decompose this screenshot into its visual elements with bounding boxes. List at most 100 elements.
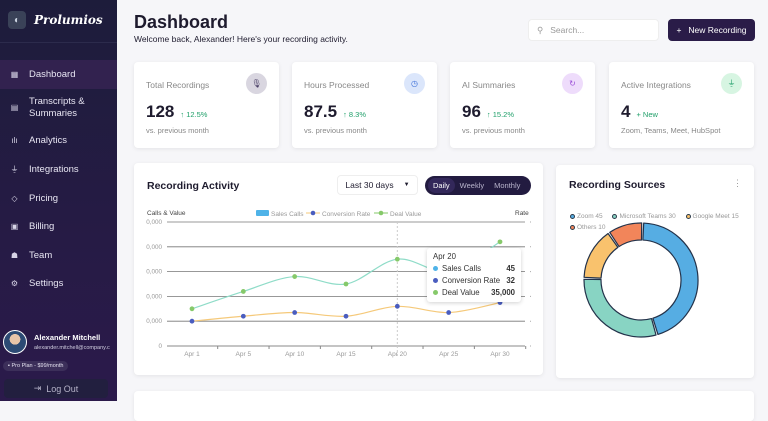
sidebar-item-transcripts[interactable]: ▤ Transcripts & Summaries: [0, 89, 117, 127]
tooltip-row-conversion-rate: Conversion Rate 32: [433, 276, 515, 285]
x-tick-label: Apr 5: [236, 351, 252, 358]
sidebar-nav: ▦ Dashboard ▤ Transcripts & Summaries ılı An…: [0, 60, 117, 298]
nav-label: Pricing: [29, 192, 59, 204]
legend-deal-value[interactable]: Deal Value: [390, 211, 422, 218]
plug-icon: ⏚: [721, 73, 742, 94]
data-point-deal-value[interactable]: [292, 274, 298, 279]
legend-teams[interactable]: Microsoft Teams 30: [612, 213, 679, 220]
new-recording-button[interactable]: + New Recording: [668, 19, 755, 41]
divider: [0, 42, 117, 43]
avatar: [3, 330, 27, 354]
sources-title: Recording Sources: [569, 179, 666, 191]
search-input[interactable]: ⚲ Search...: [528, 19, 659, 41]
stat-change: ↑ 12.5%: [180, 110, 208, 119]
stat-card-total-recordings: Total Recordings 🎙︎ 128 ↑ 12.5% vs. previ…: [134, 62, 279, 148]
legend-zoom[interactable]: Zoom 45: [570, 213, 607, 220]
logout-label: Log Out: [46, 383, 79, 394]
stat-sub: vs. previous month: [146, 126, 209, 135]
more-options-icon[interactable]: ⋮: [733, 178, 742, 188]
stat-label: Active Integrations: [621, 80, 691, 90]
tooltip-value: 45: [506, 264, 515, 273]
data-point-deal-value[interactable]: [497, 239, 503, 245]
nav-label: Settings: [29, 278, 64, 290]
search-icon: ⚲: [537, 24, 544, 35]
toggle-daily[interactable]: Daily: [428, 178, 455, 193]
stat-sub: vs. previous month: [462, 126, 525, 135]
dot-icon: [433, 278, 438, 283]
nav-label: Analytics: [29, 135, 68, 147]
stat-label: AI Summaries: [462, 80, 516, 90]
refresh-icon: ↻: [562, 73, 583, 94]
sidebar-item-integrations[interactable]: ⏚ Integrations: [0, 155, 117, 184]
x-tick-label: Apr 30: [490, 351, 510, 358]
sidebar-item-billing[interactable]: ▣ Billing: [0, 212, 117, 241]
toggle-weekly[interactable]: Weekly: [459, 181, 485, 190]
x-tick-label: Apr 25: [439, 351, 459, 358]
tooltip-row-sales-calls: Sales Calls 45: [433, 264, 515, 273]
microphone-icon: 🎙︎: [246, 73, 267, 94]
stat-value: 128 ↑ 12.5%: [146, 102, 207, 122]
brand-logo[interactable]: ◐ Prolumios: [8, 11, 103, 29]
data-point-deal-value[interactable]: [189, 306, 195, 312]
tooltip-label: Conversion Rate: [442, 276, 501, 285]
donut-slice-others[interactable]: [609, 222, 643, 248]
stat-number: 4: [621, 102, 631, 121]
data-point-deal-value[interactable]: [343, 281, 349, 287]
data-point-conversion-rate[interactable]: [343, 313, 349, 319]
new-recording-label: New Recording: [688, 25, 747, 35]
data-point-deal-value[interactable]: [394, 256, 400, 262]
tooltip-date: Apr 20: [433, 252, 456, 261]
legend-dot: [612, 214, 618, 219]
sources-donut-chart: [583, 222, 699, 338]
stat-card-ai-summaries: AI Summaries ↻ 96 ↑ 15.2% vs. previous mo…: [450, 62, 595, 148]
data-point-conversion-rate[interactable]: [240, 313, 246, 319]
date-range-select[interactable]: Last 30 days ▼: [337, 175, 418, 195]
stat-value: 87.5 ↑ 8.3%: [304, 102, 366, 122]
sidebar-item-dashboard[interactable]: ▦ Dashboard: [0, 60, 117, 89]
stat-value: 96 ↑ 15.2%: [462, 102, 514, 122]
plus-icon: +: [676, 25, 682, 35]
data-point-conversion-rate[interactable]: [394, 303, 400, 309]
legend-swatch-sales-calls: [256, 210, 269, 216]
user-email: alexander.mitchell@company.c: [34, 345, 110, 351]
legend-sales-calls[interactable]: Sales Calls: [271, 211, 304, 218]
bottom-card: [134, 391, 754, 421]
legend-conversion-rate[interactable]: Conversion Rate: [322, 211, 371, 218]
data-point-conversion-rate[interactable]: [446, 310, 452, 315]
data-point-conversion-rate[interactable]: [292, 310, 298, 315]
legend-text: Zoom 45: [577, 213, 603, 220]
data-point-conversion-rate[interactable]: [189, 318, 195, 324]
sidebar-item-team[interactable]: ☗ Team: [0, 241, 117, 270]
legend-others[interactable]: Others 10: [570, 224, 610, 231]
gear-icon: ⚙: [10, 279, 19, 289]
date-range-value: Last 30 days: [345, 180, 394, 190]
stat-card-active-integrations: Active Integrations ⏚ 4 + New Zoom, Teams…: [609, 62, 754, 148]
sidebar-item-pricing[interactable]: ◇ Pricing: [0, 184, 117, 213]
sidebar: ◐ Prolumios ▦ Dashboard ▤ Transcripts & Sum…: [0, 0, 117, 401]
dot-icon: [433, 290, 438, 295]
chart-tooltip: Apr 20 Sales Calls 45 Conversion Rate 32 D…: [427, 248, 521, 302]
user-profile[interactable]: Alexander Mitchell alexander.mitchell@com…: [3, 330, 110, 354]
chevron-down-icon: ▼: [403, 182, 410, 188]
clock-icon: ◷: [404, 73, 425, 94]
stat-change: ↑ 15.2%: [486, 110, 515, 119]
legend-text: Google Meet 15: [692, 213, 739, 220]
logout-button[interactable]: ⇥ Log Out: [4, 379, 108, 398]
y-tick-label: 0,000: [146, 219, 162, 226]
tooltip-value: 32: [506, 276, 515, 285]
legend-text: Others 10: [577, 224, 606, 231]
donut-slice-zoom[interactable]: [642, 222, 699, 336]
legend-meet[interactable]: Google Meet 15: [685, 213, 743, 220]
users-icon: ☗: [10, 250, 19, 260]
page-title: Dashboard: [134, 12, 229, 32]
brand-name: Prolumios: [34, 13, 103, 27]
donut-slice-google-meet[interactable]: [583, 232, 619, 279]
toggle-monthly[interactable]: Monthly: [494, 181, 521, 190]
sidebar-item-analytics[interactable]: ılı Analytics: [0, 127, 117, 156]
sidebar-item-settings[interactable]: ⚙ Settings: [0, 270, 117, 299]
data-point-deal-value[interactable]: [240, 289, 246, 294]
y-tick-label: 0: [158, 343, 162, 350]
tooltip-row-deal-value: Deal Value 35,000: [433, 288, 515, 297]
y-tick-label: 0,000: [146, 293, 162, 300]
donut-slice-microsoft-teams[interactable]: [583, 278, 657, 338]
